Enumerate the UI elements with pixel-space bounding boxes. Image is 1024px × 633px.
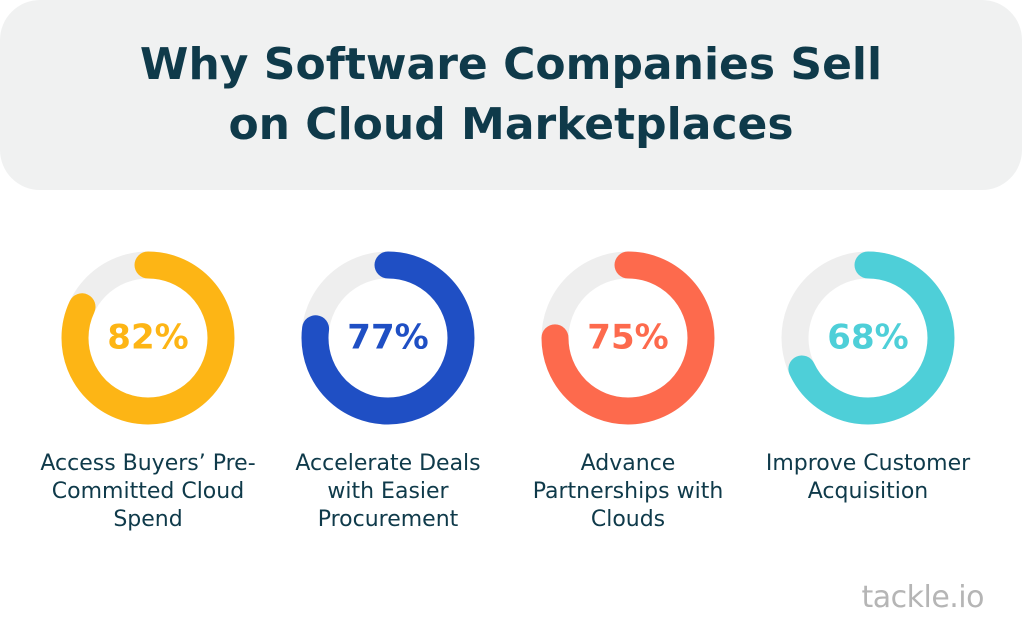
- title: Why Software Companies Sell on Cloud Mar…: [139, 39, 883, 150]
- value-label: 77%: [347, 318, 428, 358]
- caption: Advance Partnerships with Clouds: [532, 451, 724, 532]
- donut-arc: [61, 251, 235, 425]
- caption: Improve Customer Acquisition: [765, 451, 971, 504]
- title-box: Why Software Companies Sell on Cloud Mar…: [0, 0, 1022, 190]
- caption: Access Buyers’ Pre-Committed Cloud Spend: [40, 451, 256, 532]
- caption: Accelerate Deals with Easier Procurement: [295, 451, 481, 532]
- donut-arc: [541, 251, 715, 425]
- value-label: 68%: [827, 318, 908, 358]
- value-label: 82%: [107, 318, 188, 358]
- donut-arc: [301, 251, 475, 425]
- logo: tackle.io: [861, 580, 984, 615]
- donut-arc: [781, 251, 955, 425]
- value-label: 75%: [587, 318, 668, 358]
